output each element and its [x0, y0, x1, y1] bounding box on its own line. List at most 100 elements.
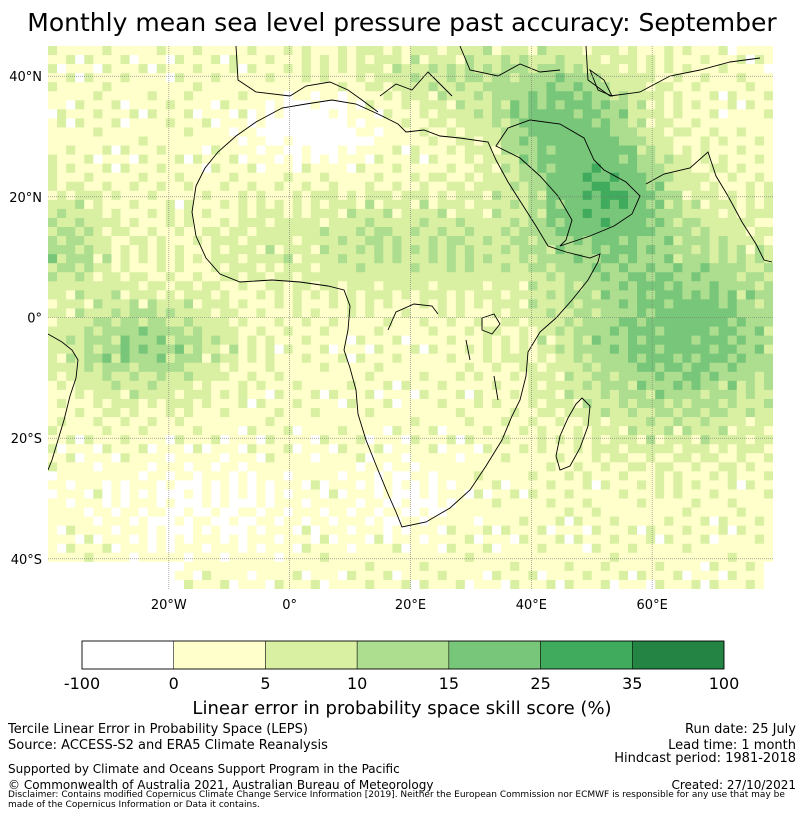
- skill-cell: [528, 208, 538, 219]
- skill-cell: [274, 498, 285, 508]
- skill-cell: [419, 272, 430, 282]
- skill-cell: [102, 190, 112, 201]
- skill-cell: [283, 245, 294, 255]
- skill-cell: [129, 389, 140, 400]
- skill-cell: [646, 172, 656, 183]
- skill-cell: [718, 118, 729, 128]
- skill-cell: [238, 561, 248, 572]
- skill-cell: [673, 82, 683, 92]
- skill-cell: [247, 46, 257, 56]
- skill-cell: [591, 136, 602, 146]
- skill-cell: [374, 55, 384, 65]
- skill-cell: [492, 462, 502, 472]
- skill-cell: [501, 91, 511, 101]
- skill-cell: [546, 245, 556, 255]
- skill-cell: [174, 227, 185, 237]
- skill-cell: [673, 498, 683, 508]
- skill-cell: [374, 444, 384, 454]
- skill-cell: [628, 335, 638, 346]
- skill-cell: [93, 145, 103, 155]
- skill-cell: [292, 82, 303, 92]
- skill-cell: [410, 236, 420, 246]
- skill-cell: [437, 498, 448, 508]
- skill-cell: [174, 181, 185, 192]
- skill-cell: [473, 208, 484, 219]
- skill-cell: [283, 480, 294, 490]
- skill-cell: [238, 308, 248, 318]
- skill-cell: [328, 579, 339, 589]
- skill-cell: [492, 417, 502, 427]
- skill-cell: [383, 190, 393, 201]
- skill-cell: [446, 344, 457, 355]
- skill-cell: [274, 73, 285, 83]
- skill-cell: [428, 190, 439, 201]
- skill-cell: [283, 236, 294, 246]
- skill-cell: [310, 471, 321, 481]
- skill-cell: [274, 552, 285, 563]
- skill-cell: [763, 516, 773, 527]
- skill-cell: [66, 453, 76, 463]
- skill-cell: [600, 398, 611, 409]
- skill-cell: [582, 190, 593, 201]
- skill-cell: [347, 127, 357, 137]
- skill-cell: [365, 109, 375, 119]
- skill-cell: [356, 371, 366, 382]
- latitude-labels: 40°N20°N0°20°S40°S: [9, 70, 42, 568]
- skill-cell: [102, 236, 112, 246]
- skill-cell: [229, 335, 239, 346]
- skill-cell: [347, 308, 357, 318]
- skill-cell: [673, 417, 683, 427]
- skill-cell: [392, 453, 402, 463]
- skill-cell: [57, 118, 67, 128]
- skill-cell: [573, 154, 584, 165]
- skill-cell: [537, 299, 547, 309]
- skill-cell: [229, 208, 239, 219]
- skill-cell: [492, 299, 502, 309]
- skill-cell: [84, 127, 94, 137]
- skill-cell: [736, 489, 747, 499]
- skill-cell: [283, 154, 294, 165]
- skill-cell: [754, 272, 765, 282]
- skill-cell: [637, 579, 647, 589]
- skill-cell: [401, 507, 411, 517]
- skill-cell: [93, 263, 103, 273]
- skill-cell: [374, 272, 384, 282]
- skill-cell: [419, 109, 430, 119]
- skill-cell: [66, 444, 76, 454]
- skill-cell: [129, 154, 140, 165]
- skill-cell: [546, 398, 556, 409]
- skill-cell: [220, 408, 230, 418]
- skill-cell: [283, 190, 294, 201]
- skill-cell: [301, 46, 312, 56]
- skill-cell: [310, 326, 321, 336]
- skill-cell: [763, 236, 773, 246]
- skill-cell: [664, 55, 674, 65]
- skill-cell: [655, 290, 665, 300]
- skill-cell: [682, 570, 692, 581]
- skill-cell: [736, 317, 747, 327]
- skill-cell: [202, 570, 212, 581]
- skill-cell: [374, 389, 384, 400]
- skill-cell: [356, 543, 366, 554]
- skill-cell: [483, 417, 493, 427]
- skill-cell: [646, 272, 656, 282]
- skill-cell: [745, 453, 756, 463]
- skill-cell: [709, 290, 720, 300]
- skill-cell: [84, 272, 94, 282]
- skill-cell: [682, 525, 692, 536]
- skill-cell: [718, 127, 729, 137]
- skill-cell: [202, 444, 212, 454]
- skill-cell: [202, 163, 212, 174]
- skill-cell: [265, 64, 275, 74]
- skill-cell: [410, 109, 420, 119]
- skill-cell: [646, 308, 656, 318]
- skill-cell: [247, 344, 257, 355]
- skill-cell: [383, 272, 393, 282]
- skill-cell: [582, 435, 593, 445]
- skill-cell: [736, 181, 747, 192]
- skill-cell: [564, 426, 575, 436]
- skill-cell: [582, 208, 593, 219]
- skill-cell: [528, 543, 538, 554]
- skill-cell: [410, 281, 420, 291]
- skill-cell: [700, 100, 710, 110]
